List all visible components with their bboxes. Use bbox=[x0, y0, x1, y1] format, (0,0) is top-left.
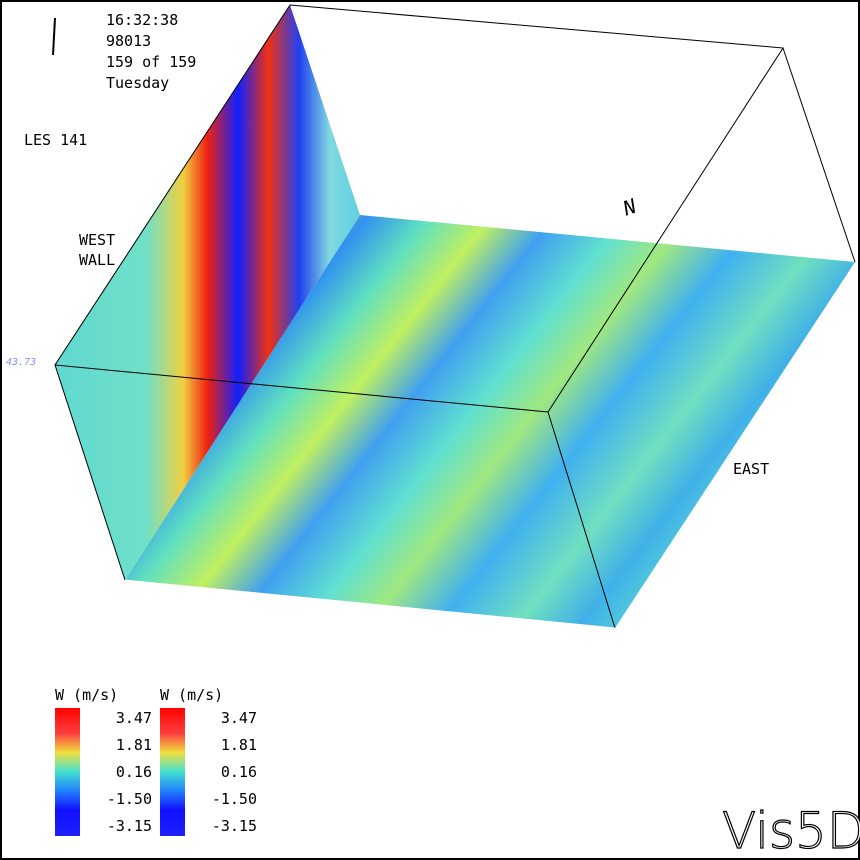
colorbar-tick-label: 0.16 bbox=[221, 763, 257, 781]
weekday: Tuesday bbox=[106, 74, 169, 92]
floor-slice bbox=[125, 215, 855, 628]
colorbar bbox=[160, 708, 185, 836]
clock-hand bbox=[52, 17, 56, 56]
colorbar bbox=[55, 708, 80, 836]
colorbar-tick-label: 1.81 bbox=[221, 736, 257, 754]
colorbar-tick-label: -1.50 bbox=[107, 790, 152, 808]
colorbar-title: W (m/s) bbox=[55, 686, 118, 704]
colorbar-tick-label: 3.47 bbox=[221, 709, 257, 727]
wall-label: WALL bbox=[79, 251, 115, 269]
colorbar-title: W (m/s) bbox=[160, 686, 223, 704]
axis-value: 43.73 bbox=[6, 357, 36, 368]
colorbars: W (m/s) 3.47 1.81 0.16 -1.50 -3.15 W (m/s) 3.47… bbox=[55, 686, 257, 836]
dataset: LES 141 bbox=[24, 131, 87, 149]
step: 159 of 159 bbox=[106, 53, 196, 71]
west-wall-slice bbox=[55, 5, 360, 580]
colorbar-tick-label: 1.81 bbox=[116, 736, 152, 754]
colorbar-tick-label: -3.15 bbox=[107, 817, 152, 835]
west-label: WEST bbox=[79, 231, 115, 249]
date: 98013 bbox=[106, 32, 151, 50]
logo: Vis5D bbox=[722, 802, 860, 860]
bounding-box bbox=[54, 4, 856, 629]
time: 16:32:38 bbox=[106, 11, 178, 29]
colorbar-tick-label: 0.16 bbox=[116, 763, 152, 781]
east-label: EAST bbox=[733, 460, 769, 478]
colorbar-tick-label: 3.47 bbox=[116, 709, 152, 727]
colorbar-tick-label: -3.15 bbox=[212, 817, 257, 835]
colorbar-tick-label: -1.50 bbox=[212, 790, 257, 808]
